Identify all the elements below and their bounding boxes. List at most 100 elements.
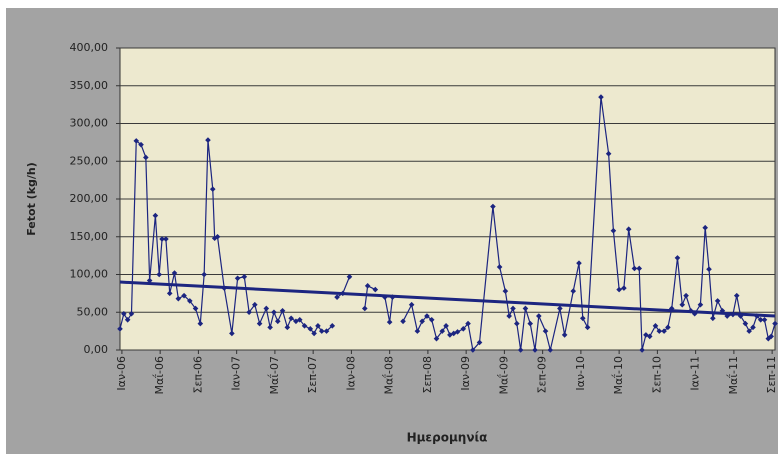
data-point — [138, 141, 144, 148]
data-point — [419, 318, 425, 325]
y-tick-label: 400,00 — [70, 41, 109, 54]
data-point — [610, 227, 617, 234]
x-tick-label: Σεπ-11 — [765, 356, 778, 394]
data-point — [329, 323, 336, 329]
data-point — [536, 313, 542, 319]
data-point — [181, 292, 187, 299]
y-tick-label: 150,00 — [70, 230, 109, 243]
data-point — [514, 320, 520, 327]
data-point — [706, 266, 712, 273]
data-point — [428, 317, 435, 323]
x-tick-label: Ιαν-06 — [115, 356, 128, 391]
data-point — [517, 347, 524, 353]
data-point — [433, 335, 440, 342]
data-point — [576, 260, 582, 266]
data-point — [201, 271, 207, 278]
data-point — [757, 317, 764, 323]
x-tick-label: Ιαν-08 — [344, 356, 357, 391]
data-point — [761, 317, 768, 323]
data-point — [146, 277, 153, 284]
data-point — [460, 326, 467, 332]
data-point — [271, 309, 277, 316]
data-point — [547, 347, 554, 353]
data-point — [364, 283, 371, 289]
data-point — [476, 339, 483, 346]
data-point — [288, 315, 294, 322]
data-point — [616, 286, 622, 293]
data-point — [361, 305, 368, 312]
y-tick-label: 200,00 — [70, 192, 109, 205]
trend-line — [119, 280, 776, 318]
data-point — [256, 320, 263, 327]
data-point — [386, 319, 393, 325]
data-point — [284, 324, 291, 331]
y-tick-label: 350,00 — [70, 79, 109, 92]
data-point — [768, 333, 774, 340]
data-point — [605, 150, 612, 157]
data-point — [646, 333, 653, 340]
data-point — [447, 332, 453, 338]
data-point — [334, 294, 340, 300]
data-point — [400, 318, 406, 325]
data-point — [598, 94, 604, 100]
data-point — [742, 320, 749, 327]
y-tick-label: 300,00 — [70, 117, 109, 130]
data-point — [241, 273, 248, 280]
y-tick-label: 50,00 — [77, 305, 109, 318]
data-point — [323, 328, 330, 334]
data-point — [584, 324, 591, 331]
data-point — [267, 324, 273, 331]
x-tick-label: Μαΐ-08 — [382, 356, 396, 394]
data-point — [163, 236, 169, 242]
x-tick-label: Σεπ-10 — [650, 356, 663, 394]
data-point — [252, 301, 258, 308]
data-point — [408, 301, 415, 308]
data-point — [246, 309, 252, 316]
x-tick-label: Σεπ-08 — [421, 356, 434, 394]
data-point — [683, 292, 689, 299]
data-point — [522, 305, 529, 312]
data-point — [166, 290, 173, 297]
data-point — [527, 320, 534, 327]
data-point — [697, 301, 704, 308]
data-point — [171, 270, 178, 276]
data-point — [414, 328, 421, 334]
x-tick-label: Σεπ-06 — [191, 356, 204, 394]
data-point — [665, 324, 671, 331]
data-point — [372, 286, 379, 293]
x-tick-label: Ιαν-10 — [574, 356, 587, 391]
data-point — [502, 288, 509, 294]
data-point — [143, 154, 149, 161]
data-point — [152, 212, 159, 219]
data-point — [733, 292, 740, 299]
data-point — [636, 265, 643, 272]
data-point — [307, 326, 314, 332]
data-point — [639, 347, 645, 353]
data-point — [315, 323, 321, 329]
data-point — [470, 347, 476, 353]
x-tick-label: Ιαν-11 — [689, 356, 702, 391]
data-point — [496, 264, 503, 270]
data-point — [490, 203, 496, 210]
data-point — [532, 347, 538, 353]
data-point — [187, 298, 193, 304]
x-tick-label: Μαΐ-06 — [152, 356, 166, 394]
data-point — [656, 328, 663, 334]
data-point — [443, 323, 449, 329]
y-tick-label: 100,00 — [70, 268, 109, 281]
data-point — [159, 236, 165, 242]
data-point — [128, 310, 135, 317]
data-point — [234, 275, 241, 282]
data-point — [691, 310, 698, 317]
data-point — [279, 307, 286, 314]
y-tick-label: 250,00 — [70, 154, 109, 167]
data-point — [772, 320, 778, 327]
data-point — [737, 313, 744, 319]
data-point — [311, 330, 317, 337]
x-tick-label: Ιαν-07 — [230, 356, 243, 391]
data-point — [301, 323, 308, 329]
x-tick-label: Μαΐ-10 — [611, 356, 625, 394]
data-point — [263, 305, 270, 312]
data-point — [454, 329, 461, 335]
